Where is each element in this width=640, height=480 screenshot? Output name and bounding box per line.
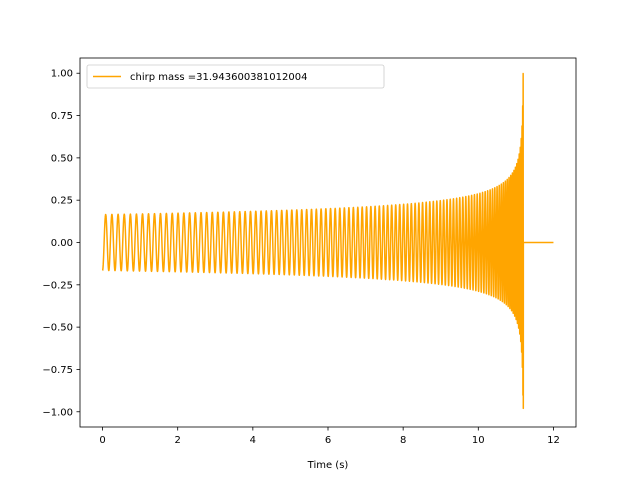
y-tick-label: −0.50 — [42, 323, 73, 334]
legend: chirp mass =31.943600381012004 — [86, 64, 385, 89]
x-tick-label: 10 — [472, 435, 485, 446]
y-tick-label: 0.50 — [51, 153, 73, 164]
x-tick-label: 12 — [547, 435, 560, 446]
legend-box — [86, 64, 385, 89]
y-tick-label: −1.00 — [42, 407, 73, 418]
x-axis-title: Time (s) — [307, 460, 349, 471]
legend-label: chirp mass =31.943600381012004 — [130, 72, 307, 83]
x-tick-label: 8 — [400, 435, 406, 446]
x-axis: 0 2 4 6 8 10 12 — [99, 427, 560, 446]
y-tick-label: 0.00 — [51, 238, 73, 249]
series-line — [101, 72, 554, 410]
y-tick-label: 0.75 — [51, 111, 73, 122]
x-tick-label: 0 — [99, 435, 105, 446]
series-layer — [101, 72, 554, 410]
y-tick-label: 1.00 — [51, 69, 73, 80]
y-tick-label: −0.75 — [42, 365, 73, 376]
x-tick-label: 6 — [325, 435, 331, 446]
y-tick-label: −0.25 — [42, 280, 73, 291]
y-tick-label: 0.25 — [51, 196, 73, 207]
x-tick-label: 4 — [250, 435, 256, 446]
x-tick-label: 2 — [175, 435, 181, 446]
y-axis: −1.00 −0.75 −0.50 −0.25 0.00 0.25 0.50 0.75 1.00 — [42, 69, 80, 418]
